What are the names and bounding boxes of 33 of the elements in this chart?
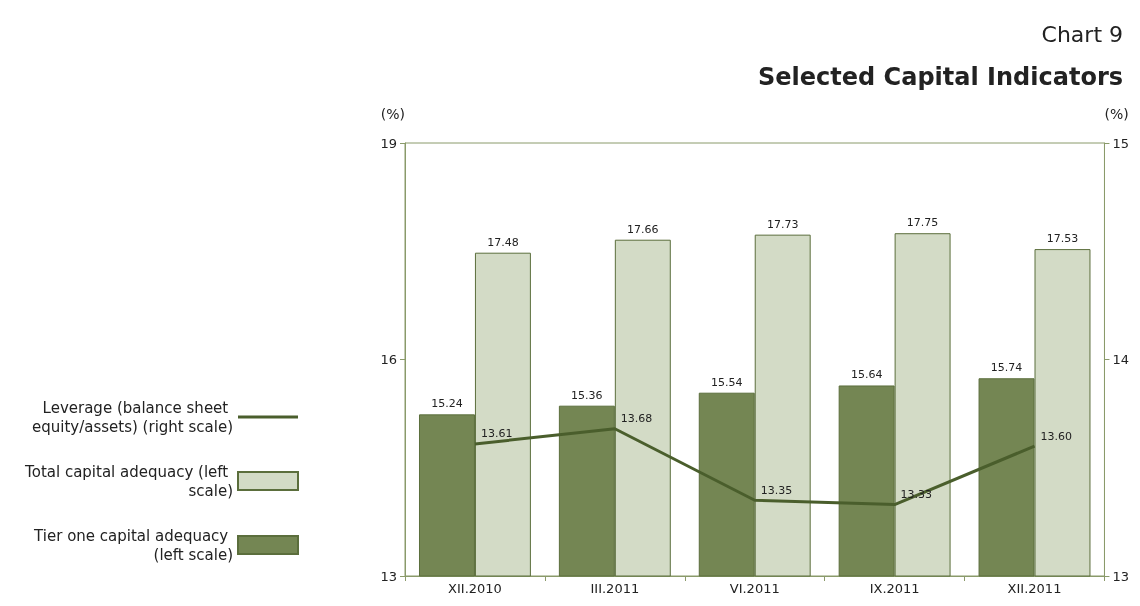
data-label: 13.68	[620, 412, 653, 426]
data-label: 15.24	[431, 397, 463, 411]
y2-tick-label: 13	[1112, 568, 1129, 584]
y-axis-title: (%)	[380, 106, 405, 122]
y2-tick-label: 14	[1112, 352, 1129, 367]
y2-axis-title: (%)	[1104, 106, 1129, 122]
data-label: 13.35	[760, 483, 793, 497]
x-tick-label: XII.2011	[1007, 581, 1062, 596]
legend-label: Tier one capital adequacy (left scale)	[33, 526, 233, 564]
x-tick-label: III.2011	[590, 581, 640, 596]
data-label: 15.36	[571, 388, 603, 402]
data-label: 17.48	[487, 235, 519, 249]
x-tick-label: VI.2011	[729, 581, 780, 596]
line-series	[473, 427, 1037, 507]
chart-title: Chart 9	[1041, 21, 1124, 47]
y-tick-label: 19	[380, 135, 397, 151]
legend-label: Total capital adequacy (left scale)	[24, 462, 233, 500]
data-label: 13.61	[480, 427, 513, 441]
data-label: 15.64	[850, 368, 883, 382]
chart-subtitle: Selected Capital Indicators	[758, 63, 1123, 91]
y2-tick-label: 15	[1112, 135, 1129, 151]
data-label: 17.53	[1046, 232, 1079, 246]
y-tick-label: 16	[380, 352, 397, 367]
data-label: 13.60	[1040, 429, 1073, 443]
data-label: 15.54	[711, 375, 743, 389]
data-label: 17.73	[766, 217, 799, 231]
data-label: 15.74	[990, 361, 1023, 375]
legend-label: Leverage (balance sheet equity/assets) (right scale)	[32, 398, 233, 436]
data-label: 17.75	[906, 216, 939, 230]
data-label: 17.66	[627, 222, 659, 236]
x-tick-label: IX.2011	[869, 581, 920, 596]
y-tick-label: 13	[380, 568, 397, 584]
x-tick-label: XII.2010	[448, 581, 502, 596]
